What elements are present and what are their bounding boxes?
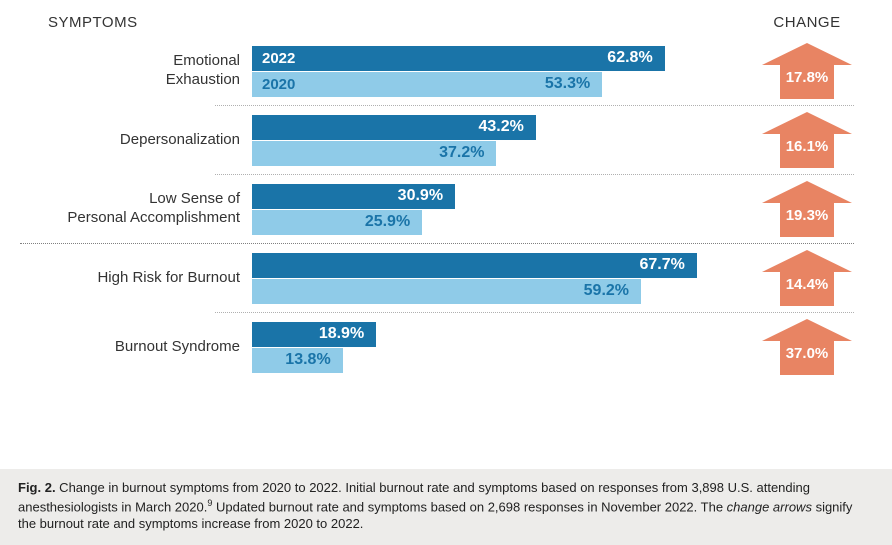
change-value: 17.8% xyxy=(762,69,852,86)
bar-2022-wrap: 67.7% xyxy=(252,253,734,278)
year-label-2022: 2022 xyxy=(262,46,295,71)
change-value: 16.1% xyxy=(762,138,852,155)
change-column: 16.1% xyxy=(742,112,872,168)
bar-2022: 18.9% xyxy=(252,322,376,347)
bar-2022-wrap: 18.9% xyxy=(252,322,734,347)
bars-group: 43.2%37.2% xyxy=(252,115,734,166)
bar-2020-wrap: 53.3%2020 xyxy=(252,72,734,97)
row-label: EmotionalExhaustion xyxy=(20,52,252,90)
caption-italic: change arrows xyxy=(727,499,812,514)
row-label: Burnout Syndrome xyxy=(20,338,252,357)
symptom-row: Low Sense ofPersonal Accomplishment30.9%… xyxy=(20,175,872,243)
up-arrow-icon: 16.1% xyxy=(762,112,852,168)
bar-2020: 37.2% xyxy=(252,141,496,166)
symptom-row: EmotionalExhaustion62.8%202253.3%2020 17.… xyxy=(20,37,872,105)
bars-group: 18.9%13.8% xyxy=(252,322,734,373)
change-value: 37.0% xyxy=(762,345,852,362)
symptom-row: Depersonalization43.2%37.2% 16.1% xyxy=(20,106,872,174)
figure-caption: Fig. 2. Change in burnout symptoms from … xyxy=(0,469,892,545)
row-label: High Risk for Burnout xyxy=(20,269,252,288)
up-arrow-icon: 19.3% xyxy=(762,181,852,237)
bar-2020: 59.2% xyxy=(252,279,641,304)
bar-2022-wrap: 62.8%2022 xyxy=(252,46,734,71)
symptom-row: High Risk for Burnout67.7%59.2% 14.4% xyxy=(20,244,872,312)
bar-2020: 25.9% xyxy=(252,210,422,235)
rows-container: EmotionalExhaustion62.8%202253.3%2020 17.… xyxy=(20,37,872,381)
bar-2020: 13.8% xyxy=(252,348,343,373)
bar-2022: 62.8% xyxy=(252,46,665,71)
change-value: 14.4% xyxy=(762,276,852,293)
change-column: 19.3% xyxy=(742,181,872,237)
change-column: 14.4% xyxy=(742,250,872,306)
caption-prefix: Fig. 2. xyxy=(18,480,56,495)
up-arrow-icon: 14.4% xyxy=(762,250,852,306)
bar-2022: 43.2% xyxy=(252,115,536,140)
bar-2022: 67.7% xyxy=(252,253,697,278)
bar-2020-wrap: 25.9% xyxy=(252,210,734,235)
row-label: Depersonalization xyxy=(20,131,252,150)
change-column: 17.8% xyxy=(742,43,872,99)
header-change: CHANGE xyxy=(742,14,872,31)
bars-group: 67.7%59.2% xyxy=(252,253,734,304)
chart-area: SYMPTOMS CHANGE EmotionalExhaustion62.8%… xyxy=(0,0,892,381)
bar-2020-wrap: 37.2% xyxy=(252,141,734,166)
bar-2022-wrap: 30.9% xyxy=(252,184,734,209)
change-column: 37.0% xyxy=(742,319,872,375)
bar-2020-wrap: 13.8% xyxy=(252,348,734,373)
year-label-2020: 2020 xyxy=(262,72,295,97)
bar-2022: 30.9% xyxy=(252,184,455,209)
up-arrow-icon: 17.8% xyxy=(762,43,852,99)
bars-group: 30.9%25.9% xyxy=(252,184,734,235)
header-row: SYMPTOMS CHANGE xyxy=(20,14,872,31)
bar-2022-wrap: 43.2% xyxy=(252,115,734,140)
header-symptoms: SYMPTOMS xyxy=(20,14,200,31)
row-label: Low Sense ofPersonal Accomplishment xyxy=(20,190,252,228)
bars-group: 62.8%202253.3%2020 xyxy=(252,46,734,97)
up-arrow-icon: 37.0% xyxy=(762,319,852,375)
change-value: 19.3% xyxy=(762,207,852,224)
symptom-row: Burnout Syndrome18.9%13.8% 37.0% xyxy=(20,313,872,381)
bar-2020-wrap: 59.2% xyxy=(252,279,734,304)
bar-2020: 53.3% xyxy=(252,72,602,97)
caption-body-2: Updated burnout rate and symptoms based … xyxy=(212,499,726,514)
